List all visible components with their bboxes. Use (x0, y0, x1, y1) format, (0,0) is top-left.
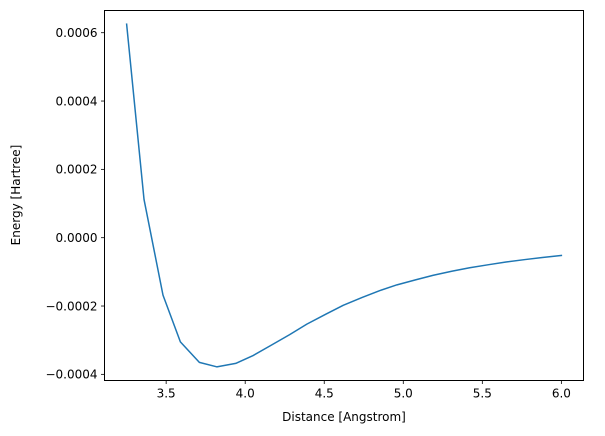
energy-curve-line (125, 23, 563, 368)
y-tick-label: 0.0004 (56, 94, 98, 108)
x-tick-label: 3.5 (157, 387, 176, 401)
x-tick-label: 5.5 (473, 387, 492, 401)
y-tick-label: −0.0004 (45, 368, 97, 382)
y-tick-label: 0.0006 (56, 26, 98, 40)
y-axis-label: Energy [Hartree] (9, 145, 23, 246)
x-tick-label: 6.0 (552, 387, 571, 401)
x-tick-label: 4.5 (315, 387, 334, 401)
y-tick-label: 0.0000 (56, 231, 98, 245)
y-tick-label: 0.0002 (56, 163, 98, 177)
marks-layer (125, 23, 563, 368)
axes-frame (104, 10, 584, 381)
ticks-layer: 3.5 4.0 4.5 5.0 5.5 6.0 −0.0004 −0.0002 0.0000 0.… (45, 26, 570, 400)
x-tick-label: 4.0 (236, 387, 255, 401)
y-tick-label: −0.0002 (45, 299, 97, 313)
x-axis-label: Distance [Angstrom] (282, 410, 406, 424)
x-tick-label: 5.0 (394, 387, 413, 401)
